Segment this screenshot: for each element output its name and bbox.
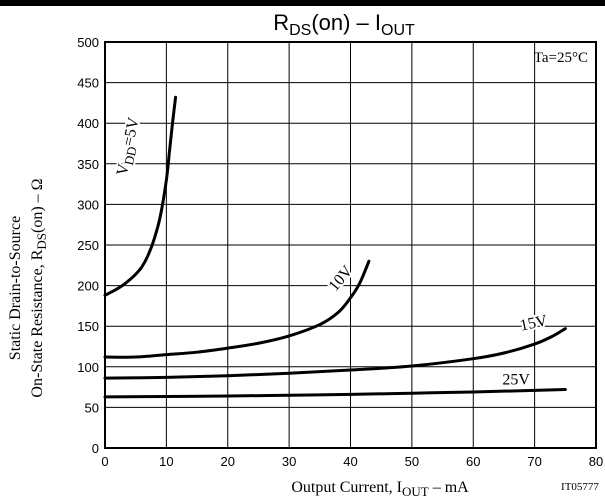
series-label-3: 15V: [516, 310, 551, 336]
series-line-4: [103, 388, 567, 399]
temperature-annotation: Ta=25°C: [534, 50, 588, 66]
series-label-text: VDD=5V: [114, 116, 146, 178]
y-tick-label: 450: [77, 76, 99, 91]
x-tick-label: 30: [282, 454, 296, 469]
plot-frame: [104, 41, 597, 449]
series-line-3: [103, 327, 567, 380]
x-tick-label: 70: [527, 454, 541, 469]
top-rule: [0, 0, 605, 6]
series-label-text: 15V: [518, 312, 549, 334]
y-tick-label: 0: [92, 441, 99, 456]
chart-title: RDS(on) – IOUT: [273, 10, 415, 39]
title-main-sub: DS: [289, 22, 311, 39]
y-tick-label: 200: [77, 279, 99, 294]
x-tick-label: 20: [221, 454, 235, 469]
ylabel-line2-post: (on) – Ω: [29, 178, 46, 233]
x-tick-label: 60: [466, 454, 480, 469]
title-end-sub: OUT: [381, 22, 415, 39]
series-line-1: [103, 95, 178, 297]
x-tick-label: 0: [101, 454, 108, 469]
series-line-2: [103, 259, 371, 359]
ylabel-line2: On-State Resistance, RDS(on) – Ω: [29, 178, 49, 397]
y-tick-label: 150: [77, 319, 99, 334]
title-mid: (on) – I: [311, 10, 381, 35]
series-label-text: 25V: [502, 372, 530, 389]
grid: [105, 42, 596, 448]
y-tick-label: 250: [77, 238, 99, 253]
y-tick-label: 350: [77, 157, 99, 172]
y-tick-label: 400: [77, 116, 99, 131]
y-tick-label: 100: [77, 360, 99, 375]
x-tick-label: 40: [343, 454, 357, 469]
x-axis-label: Output Current, IOUT – mA: [291, 479, 469, 499]
series-label-text: 10V: [326, 262, 357, 294]
ylabel-line1: Static Drain-to-Source: [7, 216, 24, 360]
xlabel-pre: Output Current, I: [291, 479, 402, 496]
tick-labels: 0 10 20 30 40 50 60 70 80 0 50 100 150 200 250 300 350 40…: [77, 35, 603, 469]
y-tick-label: 300: [77, 197, 99, 212]
ylabel-line2-sub: DS: [34, 233, 49, 250]
series-label-4: 25V: [500, 370, 532, 391]
xlabel-post: – mA: [429, 479, 469, 496]
y-tick-label: 500: [77, 35, 99, 50]
y-axis-label: Static Drain-to-Source On-State Resistan…: [7, 178, 49, 397]
series-lines: VDD=5V 10V 15V 25V: [103, 95, 567, 399]
y-tick-label: 50: [85, 400, 99, 415]
series-label-2: 10V: [324, 260, 359, 296]
ylabel-line2-pre: On-State Resistance, R: [29, 249, 46, 397]
x-tick-label: 80: [589, 454, 603, 469]
x-tick-label: 10: [159, 454, 173, 469]
series-label-1: VDD=5V: [112, 114, 146, 180]
x-tick-label: 50: [405, 454, 419, 469]
figure-id: IT05777: [561, 481, 599, 493]
title-main: R: [273, 10, 289, 35]
xlabel-sub: OUT: [402, 484, 429, 499]
